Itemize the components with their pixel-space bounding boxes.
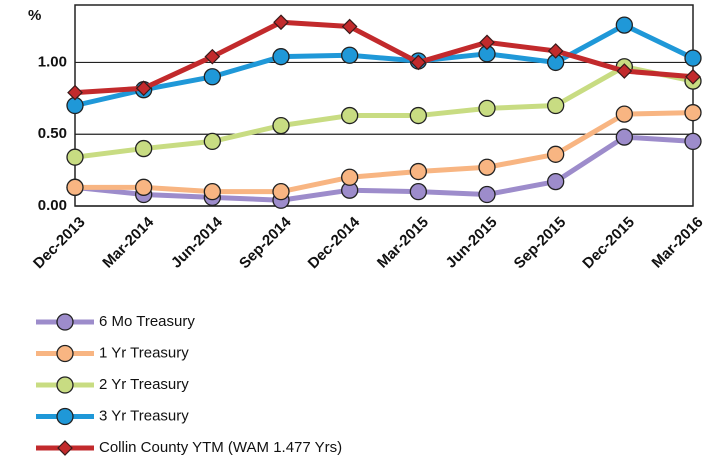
marker [135,80,152,97]
marker [684,132,702,151]
series [67,14,701,101]
x-tick-label: Sep-2014 [236,213,295,272]
marker [272,48,290,66]
series-line [74,22,695,108]
legend-marker [56,344,74,363]
x-tick-label: Jun-2015 [443,214,501,272]
x-tick-label: Dec-2015 [579,214,638,273]
marker [616,63,633,79]
x-tick-label: Mar-2016 [649,214,707,272]
y-tick-label: 0.50 [38,125,67,142]
series [66,128,702,209]
x-tick-label: Dec-2013 [30,214,89,273]
marker [203,132,221,151]
y-tick-label: 0.00 [38,197,67,214]
marker [479,34,495,51]
marker [66,148,84,166]
marker [478,158,496,176]
marker [273,14,289,31]
marker [341,18,358,35]
marker [203,182,221,201]
marker [135,139,153,158]
x-tick-label: Mar-2015 [374,214,432,272]
marker [203,68,221,86]
series-line [75,110,694,195]
series-line [74,134,694,203]
legend-marker [56,376,74,394]
marker [410,54,427,71]
marker [341,106,359,125]
marker [547,145,565,163]
marker [547,172,565,191]
marker [66,178,84,196]
marker [341,168,359,186]
marker [615,105,633,123]
legend-label: 6 Mo Treasury [99,313,195,330]
legend-label: 2 Yr Treasury [99,376,189,393]
x-tick-label: Sep-2015 [511,214,570,273]
series-line [74,19,694,96]
x-tick-label: Jun-2014 [168,213,226,271]
marker [615,16,633,34]
marker [684,49,702,67]
marker [478,99,496,118]
x-tick-label: Dec-2014 [305,213,364,272]
marker [204,48,221,65]
marker [684,104,702,122]
marker [409,182,427,201]
marker [547,96,565,115]
marker [685,68,701,85]
marker [409,106,427,125]
legend-label: Collin County YTM (WAM 1.477 Yrs) [99,439,342,456]
marker [135,178,153,196]
legend-marker [56,407,74,426]
series-line [74,64,694,160]
marker [547,43,564,59]
marker [478,185,496,204]
marker [272,182,290,201]
marker [67,84,83,101]
y-tick-label: 1.00 [38,53,67,70]
marker [341,46,359,64]
legend-label: 3 Yr Treasury [99,407,189,424]
x-tick-label: Mar-2014 [99,213,157,271]
legend-label: 1 Yr Treasury [99,344,189,361]
marker [615,128,633,146]
series [66,58,702,166]
marker [272,116,290,135]
series [66,104,702,201]
legend-marker [57,440,73,456]
marker [409,162,427,181]
y-axis-label: % [28,7,41,24]
legend-marker [56,313,74,331]
